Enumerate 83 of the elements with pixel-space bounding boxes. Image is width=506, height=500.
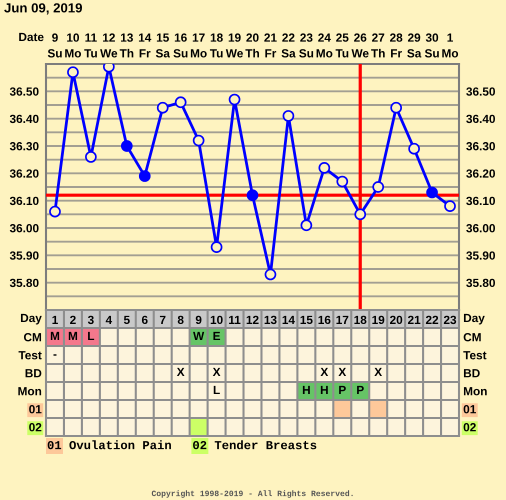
text: L [88,332,94,340]
text: M [68,332,78,340]
x-tick-label: 28 Fr [390,33,402,58]
x-tick-label: 5 [124,316,130,324]
y-tick-label: 36.00 [10,224,39,232]
text: X [320,368,328,376]
y-tick-label: Mon [464,387,487,396]
x-tick-label: 20 Th [245,33,259,58]
x-tick-label: 21 [408,316,420,324]
text: 02 Tender Breasts [193,440,316,450]
text: L [214,386,220,394]
y-tick-label: 36.30 [10,142,39,150]
y-tick-label: Test [463,351,486,360]
x-tick-label: 19 [372,316,384,324]
y-tick-label: 35.80 [10,278,39,288]
x-tick-label: 18 [354,316,366,324]
x-tick-label: 21 Fr [264,33,277,58]
x-tick-label: 1 Mo [442,34,458,58]
x-tick-label: 25 Tu [336,33,349,58]
x-tick-label: 16 Su [173,33,188,58]
text: M [50,332,60,340]
text: X [176,368,185,376]
x-axis-title: Date [19,32,44,42]
x-axis-title: Day [20,314,42,325]
x-tick-label: 30 Su [424,33,439,58]
x-tick-label: 1 [52,316,58,324]
x-tick-label: 26 We [352,33,369,58]
text: P [339,386,346,394]
y-tick-label: 36.40 [10,114,39,124]
x-tick-label: 17 Mo [190,34,207,58]
x-tick-label: 19 We [226,33,243,58]
x-tick-label: 24 Mo [316,33,332,58]
text: 01 Ovulation Pain [48,440,171,450]
x-tick-label: 23 [444,316,456,324]
y-tick-label: 02 [464,423,476,432]
y-tick-label: 36.20 [10,169,39,178]
x-tick-label: 7 [160,316,166,324]
text: E [213,332,220,340]
x-tick-label: 15 [300,316,313,324]
x-tick-label: 17 [336,316,348,324]
x-tick-label: 13 [264,316,277,324]
x-tick-label: 8 [178,316,184,324]
x-tick-label: 9 Su [48,33,62,58]
x-tick-label: 20 [390,316,402,324]
x-tick-label: 18 Tu [210,33,223,58]
x-tick-label: 12 [246,316,259,324]
x-tick-label: 23 Su [299,33,314,58]
text: H [302,386,310,394]
x-tick-label: 14 Fr [138,34,152,58]
x-tick-label: 11 Tu [84,34,97,58]
text: X [212,368,220,376]
x-tick-label: 10 [210,316,223,324]
text: H [320,386,328,394]
text: P [357,386,364,394]
x-tick-label: 16 [318,316,330,324]
x-tick-label: 15 Sa [156,34,170,58]
text: W [193,332,204,340]
x-tick-label: 6 [142,316,148,324]
y-tick-label: 36.10 [10,196,39,206]
y-tick-label: 36.50 [10,87,39,96]
text: X [338,368,346,376]
x-tick-label: 12 We [100,33,118,58]
text: - [53,354,56,356]
x-tick-label: 22 [426,316,438,324]
y-tick-label: CM [464,333,481,342]
text: Day [464,314,485,325]
x-tick-label: 2 [70,316,76,324]
x-tick-label: 4 [106,316,112,324]
y-tick-label: BD [464,369,480,378]
y-tick-label: 35.90 [10,251,39,260]
x-tick-label: 14 [282,316,295,324]
x-tick-label: 29 Sa [407,33,422,58]
x-tick-label: 3 [88,316,94,324]
x-tick-label: 22 Sa [282,33,296,58]
chart-title: Jun 09, 2019 [4,3,82,14]
text: Copyright 1998-2019 - All Rights Reserved. [152,490,353,498]
x-tick-label: 27 Th [371,33,385,58]
text: X [374,368,382,376]
x-tick-label: 10 Mo [65,33,81,58]
x-tick-label: 9 [196,316,202,324]
x-tick-label: 11 [229,316,240,324]
x-tick-label: 13 Th [120,33,134,58]
y-tick-label: 01 [464,405,476,414]
